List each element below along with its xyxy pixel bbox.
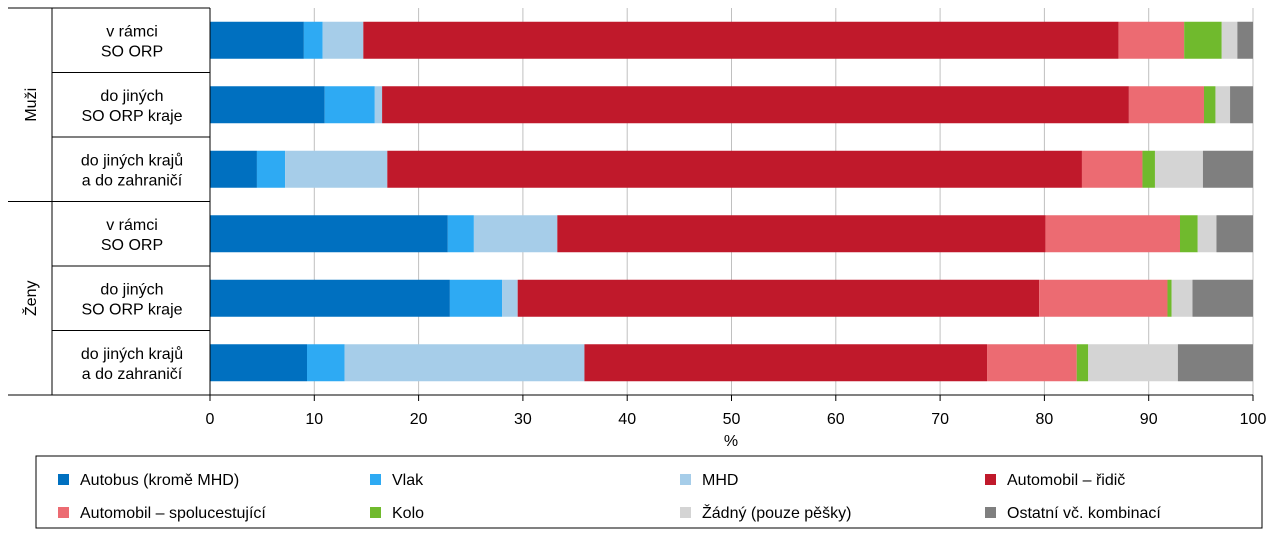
bar-segment: [256, 150, 286, 188]
bar-segment: [1221, 21, 1238, 59]
bar-segment: [1128, 86, 1204, 124]
legend-label: Ostatní vč. kombinací: [1007, 505, 1161, 522]
bar-segment: [374, 86, 383, 124]
bar-segment: [1118, 21, 1185, 59]
legend-label: Automobil – spolucestující: [80, 505, 266, 522]
group-label: Ženy: [21, 280, 40, 316]
legend-swatch: [680, 474, 691, 485]
bar-segment: [1184, 21, 1222, 59]
category-label: SO ORP kraje: [81, 301, 182, 318]
legend-swatch: [680, 507, 691, 518]
legend-swatch: [58, 507, 69, 518]
x-tick-label: 50: [723, 411, 741, 428]
bar-segment: [210, 86, 325, 124]
bar-segment: [449, 279, 503, 317]
bar-segment: [210, 215, 448, 253]
bar-segment: [210, 279, 450, 317]
bar-segment: [1230, 86, 1253, 124]
bars-area: [210, 21, 1253, 382]
bar-segment: [447, 215, 474, 253]
bar-segment: [517, 279, 1040, 317]
bar-segment: [387, 150, 1082, 188]
legend-swatch: [985, 474, 996, 485]
category-label: a do zahraničí: [82, 172, 183, 189]
legend-swatch: [985, 507, 996, 518]
bar-segment: [1081, 150, 1143, 188]
bar-segment: [344, 344, 585, 382]
category-label: do jiných krajů: [81, 345, 183, 363]
bar-segment: [502, 279, 518, 317]
bar-segment: [1142, 150, 1155, 188]
x-tick-label: 0: [206, 411, 215, 428]
legend-label: Autobus (kromě MHD): [80, 472, 239, 489]
x-tick-label: 30: [514, 411, 532, 428]
bar-segment: [1045, 215, 1180, 253]
bar-segment: [557, 215, 1046, 253]
category-label: SO ORP kraje: [81, 108, 182, 125]
legend-swatch: [370, 507, 381, 518]
legend-label: Žádný (pouze pěšky): [702, 503, 851, 522]
x-tick-label: 100: [1240, 411, 1267, 428]
bar-segment: [324, 86, 375, 124]
bar-segment: [382, 86, 1129, 124]
legend: Autobus (kromě MHD) Vlak MHD Automobil – ři…: [35, 455, 1263, 529]
category-label: a do zahraničí: [82, 366, 183, 383]
bar-segment: [473, 215, 558, 253]
bar-segment: [1088, 344, 1178, 382]
legend-label: Automobil – řidič: [1007, 472, 1125, 489]
legend-label: Kolo: [392, 505, 424, 522]
bar-segment: [363, 21, 1119, 59]
y-axis-labels: v rámci SO ORP do jiných SO ORP kraje do jin…: [21, 23, 183, 383]
x-tick-label: 80: [1036, 411, 1054, 428]
bar-segment: [306, 344, 345, 382]
category-label: do jiných: [100, 281, 163, 298]
bar-segment: [1192, 279, 1253, 317]
x-tick-label: 90: [1140, 411, 1158, 428]
group-label: Muži: [23, 88, 40, 122]
axes: [8, 7, 1254, 401]
legend-swatch: [370, 474, 381, 485]
bar-segment: [987, 344, 1077, 382]
x-tick-label: 60: [827, 411, 845, 428]
bar-segment: [210, 344, 307, 382]
bar-segment: [1039, 279, 1168, 317]
bar-segment: [1154, 150, 1203, 188]
bar-segment: [1076, 344, 1089, 382]
bar-segment: [1177, 344, 1253, 382]
x-tick-label: 20: [410, 411, 428, 428]
bar-segment: [210, 150, 257, 188]
bar-segment: [1197, 215, 1217, 253]
bar-segment: [1216, 215, 1253, 253]
x-tick-label: 40: [618, 411, 636, 428]
x-tick-label: 70: [931, 411, 949, 428]
legend-frame: [35, 455, 1263, 529]
category-label: v rámci: [106, 217, 158, 234]
bar-segment: [210, 21, 304, 59]
x-axis-label: %: [724, 433, 738, 450]
bar-segment: [1179, 215, 1198, 253]
bar-segment: [322, 21, 364, 59]
category-label: v rámci: [106, 23, 158, 40]
bar-segment: [285, 150, 388, 188]
bar-segment: [584, 344, 988, 382]
bar-segment: [1203, 86, 1216, 124]
bar-segment: [1237, 21, 1253, 59]
bar-segment: [1167, 279, 1172, 317]
legend-label: Vlak: [392, 472, 424, 489]
bar-segment: [303, 21, 323, 59]
category-label: SO ORP: [101, 237, 163, 254]
bar-segment: [1202, 150, 1253, 188]
bar-segment: [1171, 279, 1193, 317]
legend-label: MHD: [702, 472, 738, 489]
gridlines: [313, 8, 1254, 395]
category-label: do jiných: [100, 88, 163, 105]
x-tick-label: 10: [305, 411, 323, 428]
bar-segment: [1215, 86, 1231, 124]
x-tick-labels: 0 10 20 30 40 50 60 70 80 90 100: [206, 411, 1267, 428]
category-label: do jiných krajů: [81, 151, 183, 169]
category-label: SO ORP: [101, 43, 163, 60]
legend-swatch: [58, 474, 69, 485]
